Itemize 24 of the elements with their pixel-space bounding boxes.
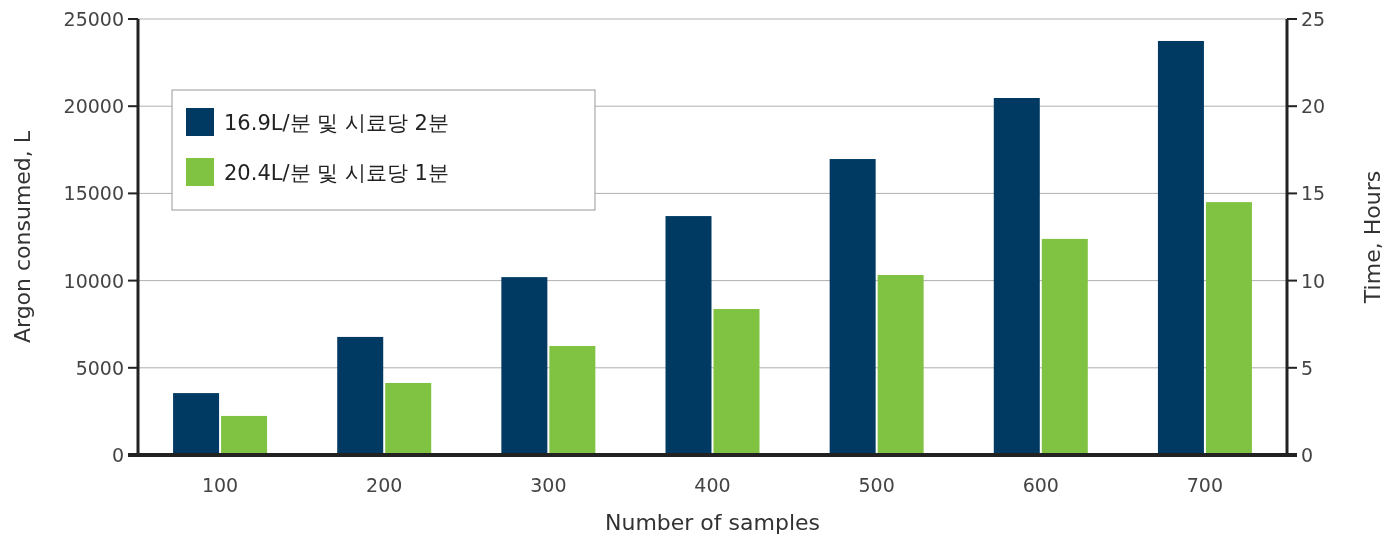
y2-tick-label: 20: [1301, 95, 1326, 118]
y-tick-label: 25000: [63, 8, 124, 30]
y2-tick-label: 5: [1301, 356, 1314, 379]
y-tick-label: 20000: [63, 95, 124, 118]
x-tick-label: 600: [1022, 474, 1059, 496]
y-tick-label: 10000: [63, 269, 124, 292]
legend-label: 20.4L/분 및 시료당 1분: [224, 161, 449, 185]
x-axis-title: Number of samples: [604, 510, 821, 535]
y-tick-label: 0: [111, 444, 124, 466]
y2-tick-label: 0: [1301, 444, 1314, 466]
legend-label: 16.9L/분 및 시료당 2분: [224, 111, 449, 135]
y-tick-label: 5000: [75, 356, 124, 379]
y2-tick-label: 10: [1301, 269, 1326, 292]
x-tick-label: 100: [201, 474, 239, 496]
y2-tick-label: 25: [1301, 8, 1326, 30]
x-tick-label: 300: [530, 474, 567, 496]
x-tick-label: 500: [858, 474, 895, 496]
y-axis-title: Argon consumed, L: [10, 130, 35, 344]
y2-axis-title: Time, Hours: [1360, 170, 1385, 305]
x-tick-label: 700: [1186, 474, 1224, 496]
x-tick-label: 400: [694, 474, 731, 496]
x-tick-label: 200: [366, 474, 403, 496]
y-tick-label: 15000: [63, 182, 124, 205]
y2-tick-label: 15: [1301, 182, 1326, 205]
